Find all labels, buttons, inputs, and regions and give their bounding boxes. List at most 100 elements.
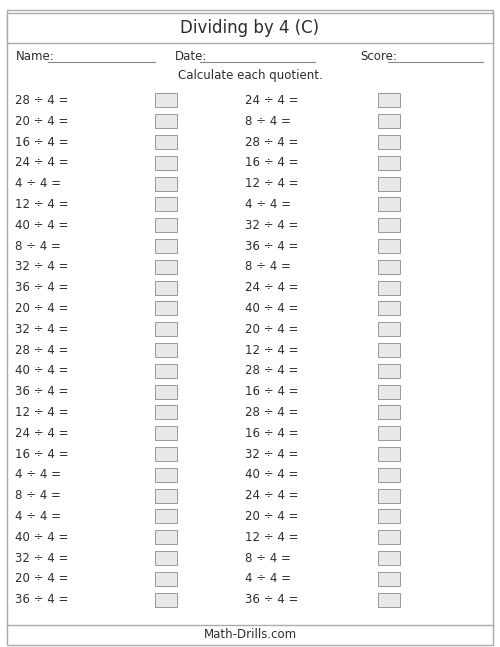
Bar <box>155 322 177 336</box>
Text: 8 ÷ 4 =: 8 ÷ 4 = <box>245 551 291 564</box>
Text: 40 ÷ 4 =: 40 ÷ 4 = <box>15 219 68 232</box>
Text: 32 ÷ 4 =: 32 ÷ 4 = <box>15 323 68 336</box>
Bar <box>378 115 400 128</box>
Bar <box>378 218 400 232</box>
Text: 36 ÷ 4 =: 36 ÷ 4 = <box>245 239 298 252</box>
Text: 20 ÷ 4 =: 20 ÷ 4 = <box>15 302 68 315</box>
Bar <box>378 156 400 170</box>
Bar <box>155 218 177 232</box>
Text: 40 ÷ 4 =: 40 ÷ 4 = <box>245 468 298 481</box>
Text: 4 ÷ 4 =: 4 ÷ 4 = <box>245 573 291 586</box>
Bar <box>378 302 400 315</box>
Bar <box>378 260 400 274</box>
Bar <box>7 13 493 43</box>
Text: 32 ÷ 4 =: 32 ÷ 4 = <box>245 219 298 232</box>
Text: 12 ÷ 4 =: 12 ÷ 4 = <box>15 198 68 211</box>
Text: 28 ÷ 4 =: 28 ÷ 4 = <box>15 344 68 356</box>
Text: 4 ÷ 4 =: 4 ÷ 4 = <box>15 468 61 481</box>
Bar <box>378 468 400 482</box>
Text: 16 ÷ 4 =: 16 ÷ 4 = <box>245 427 298 440</box>
Text: 4 ÷ 4 =: 4 ÷ 4 = <box>245 198 291 211</box>
Text: 4 ÷ 4 =: 4 ÷ 4 = <box>15 510 61 523</box>
Bar <box>155 302 177 315</box>
Bar <box>378 593 400 607</box>
Bar <box>378 135 400 149</box>
Bar <box>155 530 177 544</box>
Bar <box>155 281 177 294</box>
Bar <box>378 509 400 523</box>
Bar <box>7 625 493 645</box>
Text: 24 ÷ 4 =: 24 ÷ 4 = <box>15 157 68 170</box>
Bar <box>378 488 400 503</box>
Text: Dividing by 4 (C): Dividing by 4 (C) <box>180 19 320 37</box>
Bar <box>155 426 177 440</box>
Text: Calculate each quotient.: Calculate each quotient. <box>178 69 322 83</box>
Text: 8 ÷ 4 =: 8 ÷ 4 = <box>245 115 291 127</box>
Bar <box>155 93 177 107</box>
Text: 36 ÷ 4 =: 36 ÷ 4 = <box>15 593 68 606</box>
Text: 36 ÷ 4 =: 36 ÷ 4 = <box>15 281 68 294</box>
Text: 28 ÷ 4 =: 28 ÷ 4 = <box>15 94 68 107</box>
Bar <box>155 509 177 523</box>
Bar <box>155 156 177 170</box>
Text: 28 ÷ 4 =: 28 ÷ 4 = <box>245 135 298 149</box>
Bar <box>378 93 400 107</box>
Text: 24 ÷ 4 =: 24 ÷ 4 = <box>245 489 298 502</box>
Bar <box>155 593 177 607</box>
Text: 20 ÷ 4 =: 20 ÷ 4 = <box>15 115 68 127</box>
Bar <box>378 364 400 378</box>
Text: 20 ÷ 4 =: 20 ÷ 4 = <box>245 510 298 523</box>
Text: 12 ÷ 4 =: 12 ÷ 4 = <box>245 531 298 543</box>
Text: 28 ÷ 4 =: 28 ÷ 4 = <box>245 364 298 377</box>
Bar <box>378 551 400 565</box>
Bar <box>378 239 400 253</box>
Text: 24 ÷ 4 =: 24 ÷ 4 = <box>245 94 298 107</box>
Text: 16 ÷ 4 =: 16 ÷ 4 = <box>15 448 68 461</box>
Text: 12 ÷ 4 =: 12 ÷ 4 = <box>245 177 298 190</box>
Bar <box>155 488 177 503</box>
Bar <box>155 260 177 274</box>
Text: 16 ÷ 4 =: 16 ÷ 4 = <box>15 135 68 149</box>
Bar <box>378 343 400 357</box>
Text: 28 ÷ 4 =: 28 ÷ 4 = <box>245 406 298 419</box>
Bar <box>378 447 400 461</box>
Text: 8 ÷ 4 =: 8 ÷ 4 = <box>15 489 61 502</box>
Bar <box>378 322 400 336</box>
Bar <box>155 406 177 419</box>
Bar <box>155 551 177 565</box>
Text: 24 ÷ 4 =: 24 ÷ 4 = <box>15 427 68 440</box>
Text: 8 ÷ 4 =: 8 ÷ 4 = <box>245 260 291 273</box>
Bar <box>378 384 400 399</box>
Bar <box>155 177 177 191</box>
Text: Score:: Score: <box>360 50 397 63</box>
Text: 4 ÷ 4 =: 4 ÷ 4 = <box>15 177 61 190</box>
Text: 40 ÷ 4 =: 40 ÷ 4 = <box>15 364 68 377</box>
Bar <box>155 468 177 482</box>
Text: 36 ÷ 4 =: 36 ÷ 4 = <box>15 385 68 398</box>
Bar <box>155 197 177 212</box>
Bar <box>378 177 400 191</box>
Text: 20 ÷ 4 =: 20 ÷ 4 = <box>245 323 298 336</box>
Text: 20 ÷ 4 =: 20 ÷ 4 = <box>15 573 68 586</box>
Bar <box>378 197 400 212</box>
Text: 32 ÷ 4 =: 32 ÷ 4 = <box>15 551 68 564</box>
Text: Date:: Date: <box>175 50 208 63</box>
Bar <box>378 281 400 294</box>
Bar <box>155 572 177 586</box>
Text: 8 ÷ 4 =: 8 ÷ 4 = <box>15 239 61 252</box>
Text: 16 ÷ 4 =: 16 ÷ 4 = <box>245 385 298 398</box>
Text: 36 ÷ 4 =: 36 ÷ 4 = <box>245 593 298 606</box>
Bar <box>155 447 177 461</box>
Bar <box>155 135 177 149</box>
Text: 32 ÷ 4 =: 32 ÷ 4 = <box>15 260 68 273</box>
Bar <box>378 426 400 440</box>
Text: 40 ÷ 4 =: 40 ÷ 4 = <box>15 531 68 543</box>
Text: 40 ÷ 4 =: 40 ÷ 4 = <box>245 302 298 315</box>
Bar <box>378 572 400 586</box>
Text: Name:: Name: <box>16 50 55 63</box>
Text: 12 ÷ 4 =: 12 ÷ 4 = <box>245 344 298 356</box>
Text: 24 ÷ 4 =: 24 ÷ 4 = <box>245 281 298 294</box>
Text: 16 ÷ 4 =: 16 ÷ 4 = <box>245 157 298 170</box>
Text: 32 ÷ 4 =: 32 ÷ 4 = <box>245 448 298 461</box>
Bar <box>378 406 400 419</box>
